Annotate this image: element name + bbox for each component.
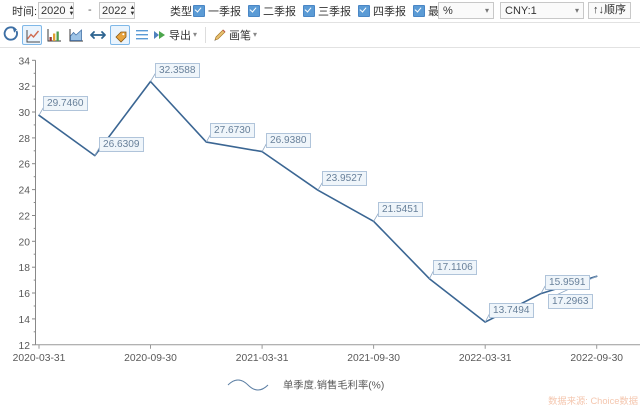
svg-text:20: 20 [19, 237, 31, 248]
svg-text:32: 32 [19, 82, 31, 93]
svg-text:34: 34 [19, 56, 31, 67]
svg-text:18: 18 [19, 263, 31, 274]
svg-text:24: 24 [19, 186, 31, 197]
svg-text:12: 12 [19, 341, 31, 352]
svg-text:14: 14 [19, 315, 31, 326]
svg-text:16: 16 [19, 289, 31, 300]
svg-text:2022-09-30: 2022-09-30 [570, 353, 623, 364]
svg-text:30: 30 [19, 108, 31, 119]
svg-text:2022-03-31: 2022-03-31 [459, 353, 512, 364]
svg-text:数据来源: Choice数据: 数据来源: Choice数据 [548, 395, 638, 406]
svg-text:2021-09-30: 2021-09-30 [347, 353, 400, 364]
svg-text:22: 22 [19, 212, 31, 223]
svg-text:2021-03-31: 2021-03-31 [236, 353, 289, 364]
svg-text:2020-09-30: 2020-09-30 [124, 353, 177, 364]
svg-text:28: 28 [19, 134, 31, 145]
svg-text:26: 26 [19, 160, 31, 171]
svg-text:单季度.销售毛利率(%): 单季度.销售毛利率(%) [283, 379, 384, 392]
svg-text:2020-03-31: 2020-03-31 [13, 353, 66, 364]
